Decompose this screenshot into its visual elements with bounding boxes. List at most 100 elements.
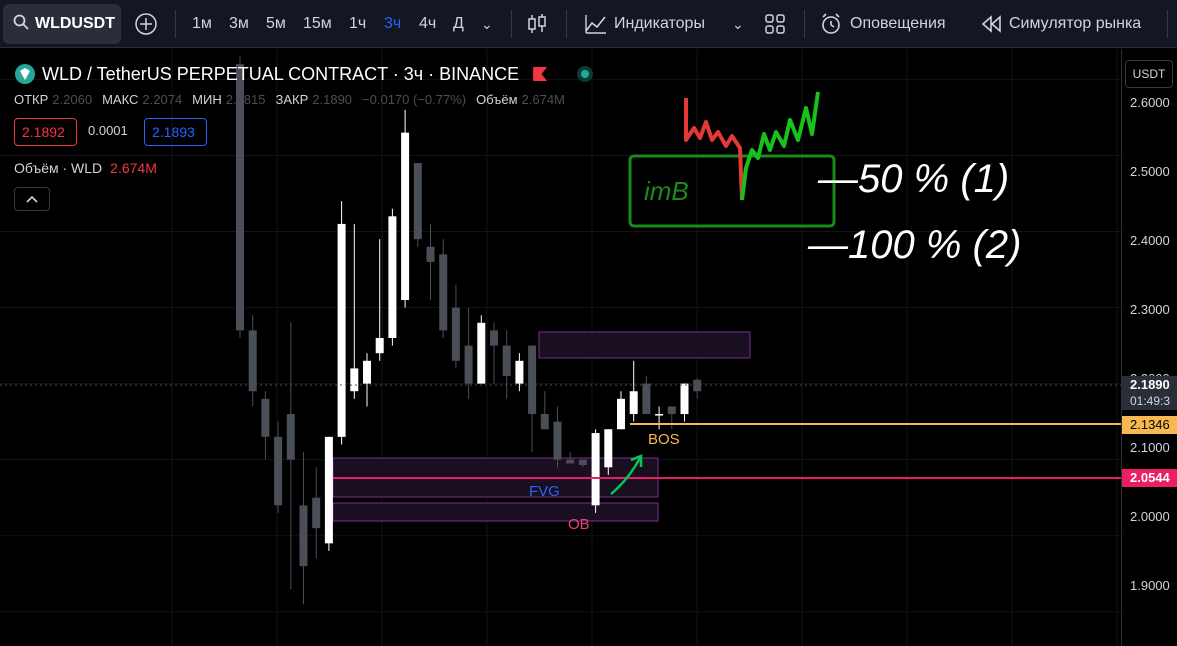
compare-add-button[interactable] xyxy=(134,12,158,36)
candle-body[interactable] xyxy=(515,360,524,384)
candle-body[interactable] xyxy=(553,421,562,460)
layouts-button[interactable] xyxy=(764,13,786,35)
candle-body[interactable] xyxy=(578,459,587,465)
candle-body[interactable] xyxy=(617,398,625,430)
candle-body[interactable] xyxy=(286,414,295,460)
candle-body[interactable] xyxy=(451,307,460,361)
change-value: −0.0170 (−0.77%) xyxy=(362,92,467,107)
market-status-icon[interactable] xyxy=(577,66,594,82)
axis-tick: 2.4000 xyxy=(1130,233,1170,248)
sell-price-button[interactable]: 2.1892 xyxy=(14,118,77,146)
interval-3h[interactable]: 3ч xyxy=(384,15,402,32)
interval-1m[interactable]: 1м xyxy=(192,15,212,32)
current-price-tag: 2.1890 01:49:3 xyxy=(1122,376,1177,410)
close-value: 2.1890 xyxy=(312,92,353,107)
flag-icon[interactable] xyxy=(533,67,548,81)
volume-indicator-legend[interactable]: Объём · WLD 2.674M xyxy=(14,160,157,176)
candle-body[interactable] xyxy=(439,254,448,331)
candle-body[interactable] xyxy=(312,497,321,529)
interval-4h[interactable]: 4ч xyxy=(419,15,437,32)
candle-body[interactable] xyxy=(413,163,422,240)
chart-type-button[interactable] xyxy=(526,12,548,36)
chevron-down-icon[interactable]: ⌄ xyxy=(732,16,744,32)
interval-1d[interactable]: Д xyxy=(453,15,464,32)
candle-body[interactable] xyxy=(502,345,511,377)
candle-body[interactable] xyxy=(261,398,270,437)
toolbar-divider xyxy=(175,10,176,38)
candle-body[interactable] xyxy=(667,406,676,415)
ob-label[interactable]: OB xyxy=(568,516,590,533)
arrow-head-icon xyxy=(630,454,643,467)
replay-label: Симулятор рынка xyxy=(1009,15,1142,32)
plus-circle-icon xyxy=(135,13,157,35)
toolbar-divider xyxy=(566,10,567,38)
high-label: МАКС xyxy=(102,92,139,107)
candle-body[interactable] xyxy=(693,379,702,392)
candle-body[interactable] xyxy=(375,337,384,354)
chevron-down-icon[interactable]: ⌄ xyxy=(481,16,493,32)
candle-body[interactable] xyxy=(337,223,346,437)
fvg-label[interactable]: FVG xyxy=(529,483,560,500)
candle-body[interactable] xyxy=(566,459,575,464)
level-price-tag: 2.0544 xyxy=(1122,469,1177,487)
axis-tick: 2.5000 xyxy=(1130,164,1170,179)
candle-body[interactable] xyxy=(629,391,638,415)
symbol-title: WLD / TetherUS PERPETUAL CONTRACT · 3ч ·… xyxy=(42,63,520,84)
currency-button[interactable]: USDT xyxy=(1125,60,1173,88)
spread-value: 0.0001 xyxy=(88,123,128,138)
bos-label[interactable]: BOS xyxy=(648,431,680,448)
indicators-button[interactable]: Индикаторы xyxy=(584,0,705,48)
rewind-icon xyxy=(981,15,1001,33)
candle-body[interactable] xyxy=(591,433,600,506)
interval-5m[interactable]: 5м xyxy=(266,15,286,32)
candle-body[interactable] xyxy=(401,132,410,300)
axis-tick-partial: 2.2000 xyxy=(1130,371,1170,379)
alerts-button[interactable]: Оповещения xyxy=(820,0,946,48)
interval-1h[interactable]: 1ч xyxy=(349,15,367,32)
arrow-icon[interactable] xyxy=(610,457,642,495)
toolbar-divider xyxy=(1167,10,1168,38)
axis-tick: 1.9000 xyxy=(1130,578,1170,593)
candle-body[interactable] xyxy=(680,383,689,415)
low-value: 2.1815 xyxy=(225,92,266,107)
candle-body[interactable] xyxy=(604,429,613,468)
replay-button[interactable]: Симулятор рынка xyxy=(981,0,1141,48)
indicators-icon xyxy=(585,15,606,34)
candle-body[interactable] xyxy=(426,246,435,262)
candle-body[interactable] xyxy=(528,345,537,415)
candle-body[interactable] xyxy=(388,216,397,338)
candle-body[interactable] xyxy=(464,345,473,384)
candle-body[interactable] xyxy=(248,330,257,392)
chevron-up-icon xyxy=(26,195,38,203)
symbol-search-button[interactable]: WLDUSDT xyxy=(3,4,121,44)
interval-3m[interactable]: 3м xyxy=(229,15,249,32)
candle-body[interactable] xyxy=(363,360,371,384)
search-icon xyxy=(13,14,29,35)
ob-zone[interactable] xyxy=(332,502,659,522)
note-line-2: —100 % (2) xyxy=(807,223,1021,267)
toolbar-divider xyxy=(511,10,512,38)
candle-body[interactable] xyxy=(274,436,283,506)
grid-icon xyxy=(765,14,785,34)
top-toolbar: WLDUSDT 1м 3м 5м 15м 1ч 3ч 4ч Д ⌄ Индика… xyxy=(0,0,1177,48)
legend-title[interactable]: WLD / TetherUS PERPETUAL CONTRACT · 3ч ·… xyxy=(14,62,594,86)
candle-body[interactable] xyxy=(350,368,359,392)
buy-price-button[interactable]: 2.1893 xyxy=(144,118,207,146)
note-box[interactable] xyxy=(628,154,836,228)
candle-body[interactable] xyxy=(540,414,549,430)
candle-body[interactable] xyxy=(299,505,308,567)
red-scribble xyxy=(684,98,744,201)
supply-zone[interactable] xyxy=(538,331,751,359)
candle-body[interactable] xyxy=(642,383,651,415)
interval-15m[interactable]: 15м xyxy=(303,15,332,32)
candles-icon xyxy=(528,14,546,33)
candle-body[interactable] xyxy=(490,330,498,346)
collapse-legend-button[interactable] xyxy=(14,187,50,211)
axis-tick: 2.0000 xyxy=(1130,509,1170,524)
candle-body[interactable] xyxy=(477,322,486,384)
candle-body[interactable] xyxy=(324,436,333,544)
price-axis[interactable] xyxy=(1121,49,1177,646)
candle-body[interactable] xyxy=(655,414,664,416)
candle-body[interactable] xyxy=(236,64,244,331)
toolbar-divider xyxy=(804,10,805,38)
